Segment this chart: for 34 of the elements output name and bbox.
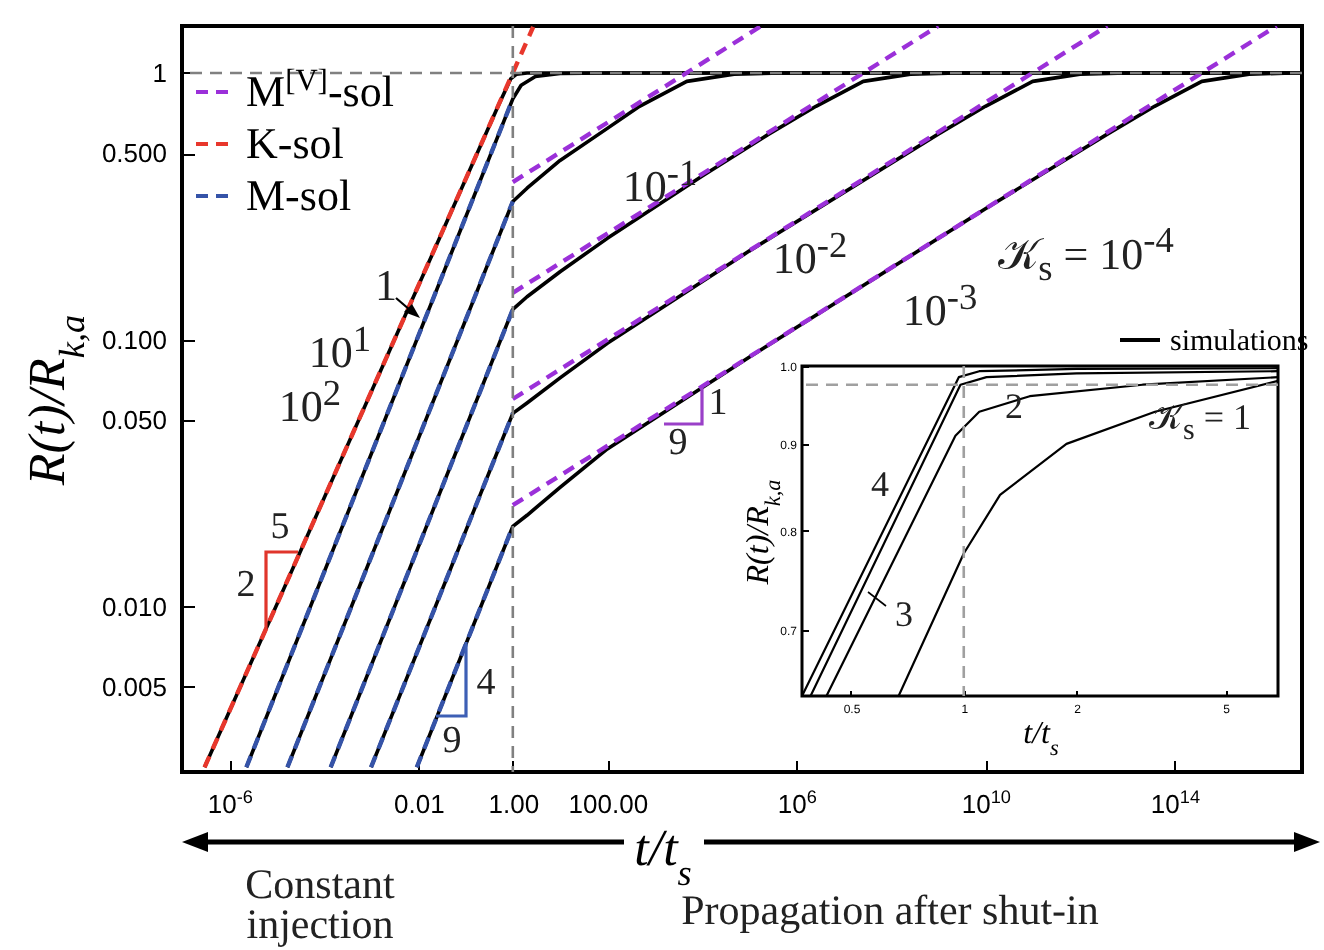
- legend-label: M$^{[V]}$-sol: [246, 63, 394, 116]
- annotation: 9: [668, 422, 688, 464]
- annotation: 4: [476, 662, 496, 704]
- x-tick-label: 10$^{14}$: [1150, 787, 1201, 819]
- annotation: 1: [708, 382, 728, 424]
- y-tick-label: 0.050: [101, 405, 167, 436]
- annotation: 𝒦$_{s}$ = 10$^{-4}$: [998, 220, 1174, 288]
- x-tick-label: 0.01: [393, 789, 445, 819]
- x-tick-label: 1.00: [488, 789, 540, 819]
- x-tick-label: 10$^{-6}$: [207, 787, 253, 819]
- legend-label: K-sol: [246, 118, 344, 168]
- annotation: 10$^{-3}$: [902, 276, 978, 336]
- annotation: 10$^{-1}$: [622, 152, 698, 212]
- y-tick-label: 0.500: [101, 138, 167, 169]
- annotation: 3: [895, 594, 913, 634]
- legend-label: M-sol: [246, 170, 352, 220]
- annotation: 4: [871, 464, 889, 504]
- annotation: 9: [442, 720, 462, 762]
- annotation: 10$^{1}$: [308, 318, 372, 378]
- y-tick-label: 0.100: [101, 324, 167, 355]
- text: Constant injection: [243, 860, 397, 948]
- x-axis-title: t/t$_{s}$: [1023, 717, 1060, 761]
- annotation: 10$^{2}$: [278, 372, 342, 432]
- x-tick-label: 100.00: [568, 789, 649, 819]
- annotation: 1: [375, 260, 397, 310]
- annotation: 5: [270, 506, 290, 548]
- y-tick-label: 0.005: [101, 671, 167, 702]
- annotation: 𝒦$_{s}$ = 1: [1149, 397, 1251, 451]
- annotation: 2: [236, 564, 256, 606]
- y-tick-label: 1: [152, 57, 167, 88]
- y-tick-label: 0.010: [101, 591, 167, 622]
- x-tick-label: 10$^{10}$: [961, 787, 1011, 819]
- x-tick-label: 10$^{6}$: [777, 787, 817, 819]
- annotation: 10$^{-2}$: [772, 224, 848, 284]
